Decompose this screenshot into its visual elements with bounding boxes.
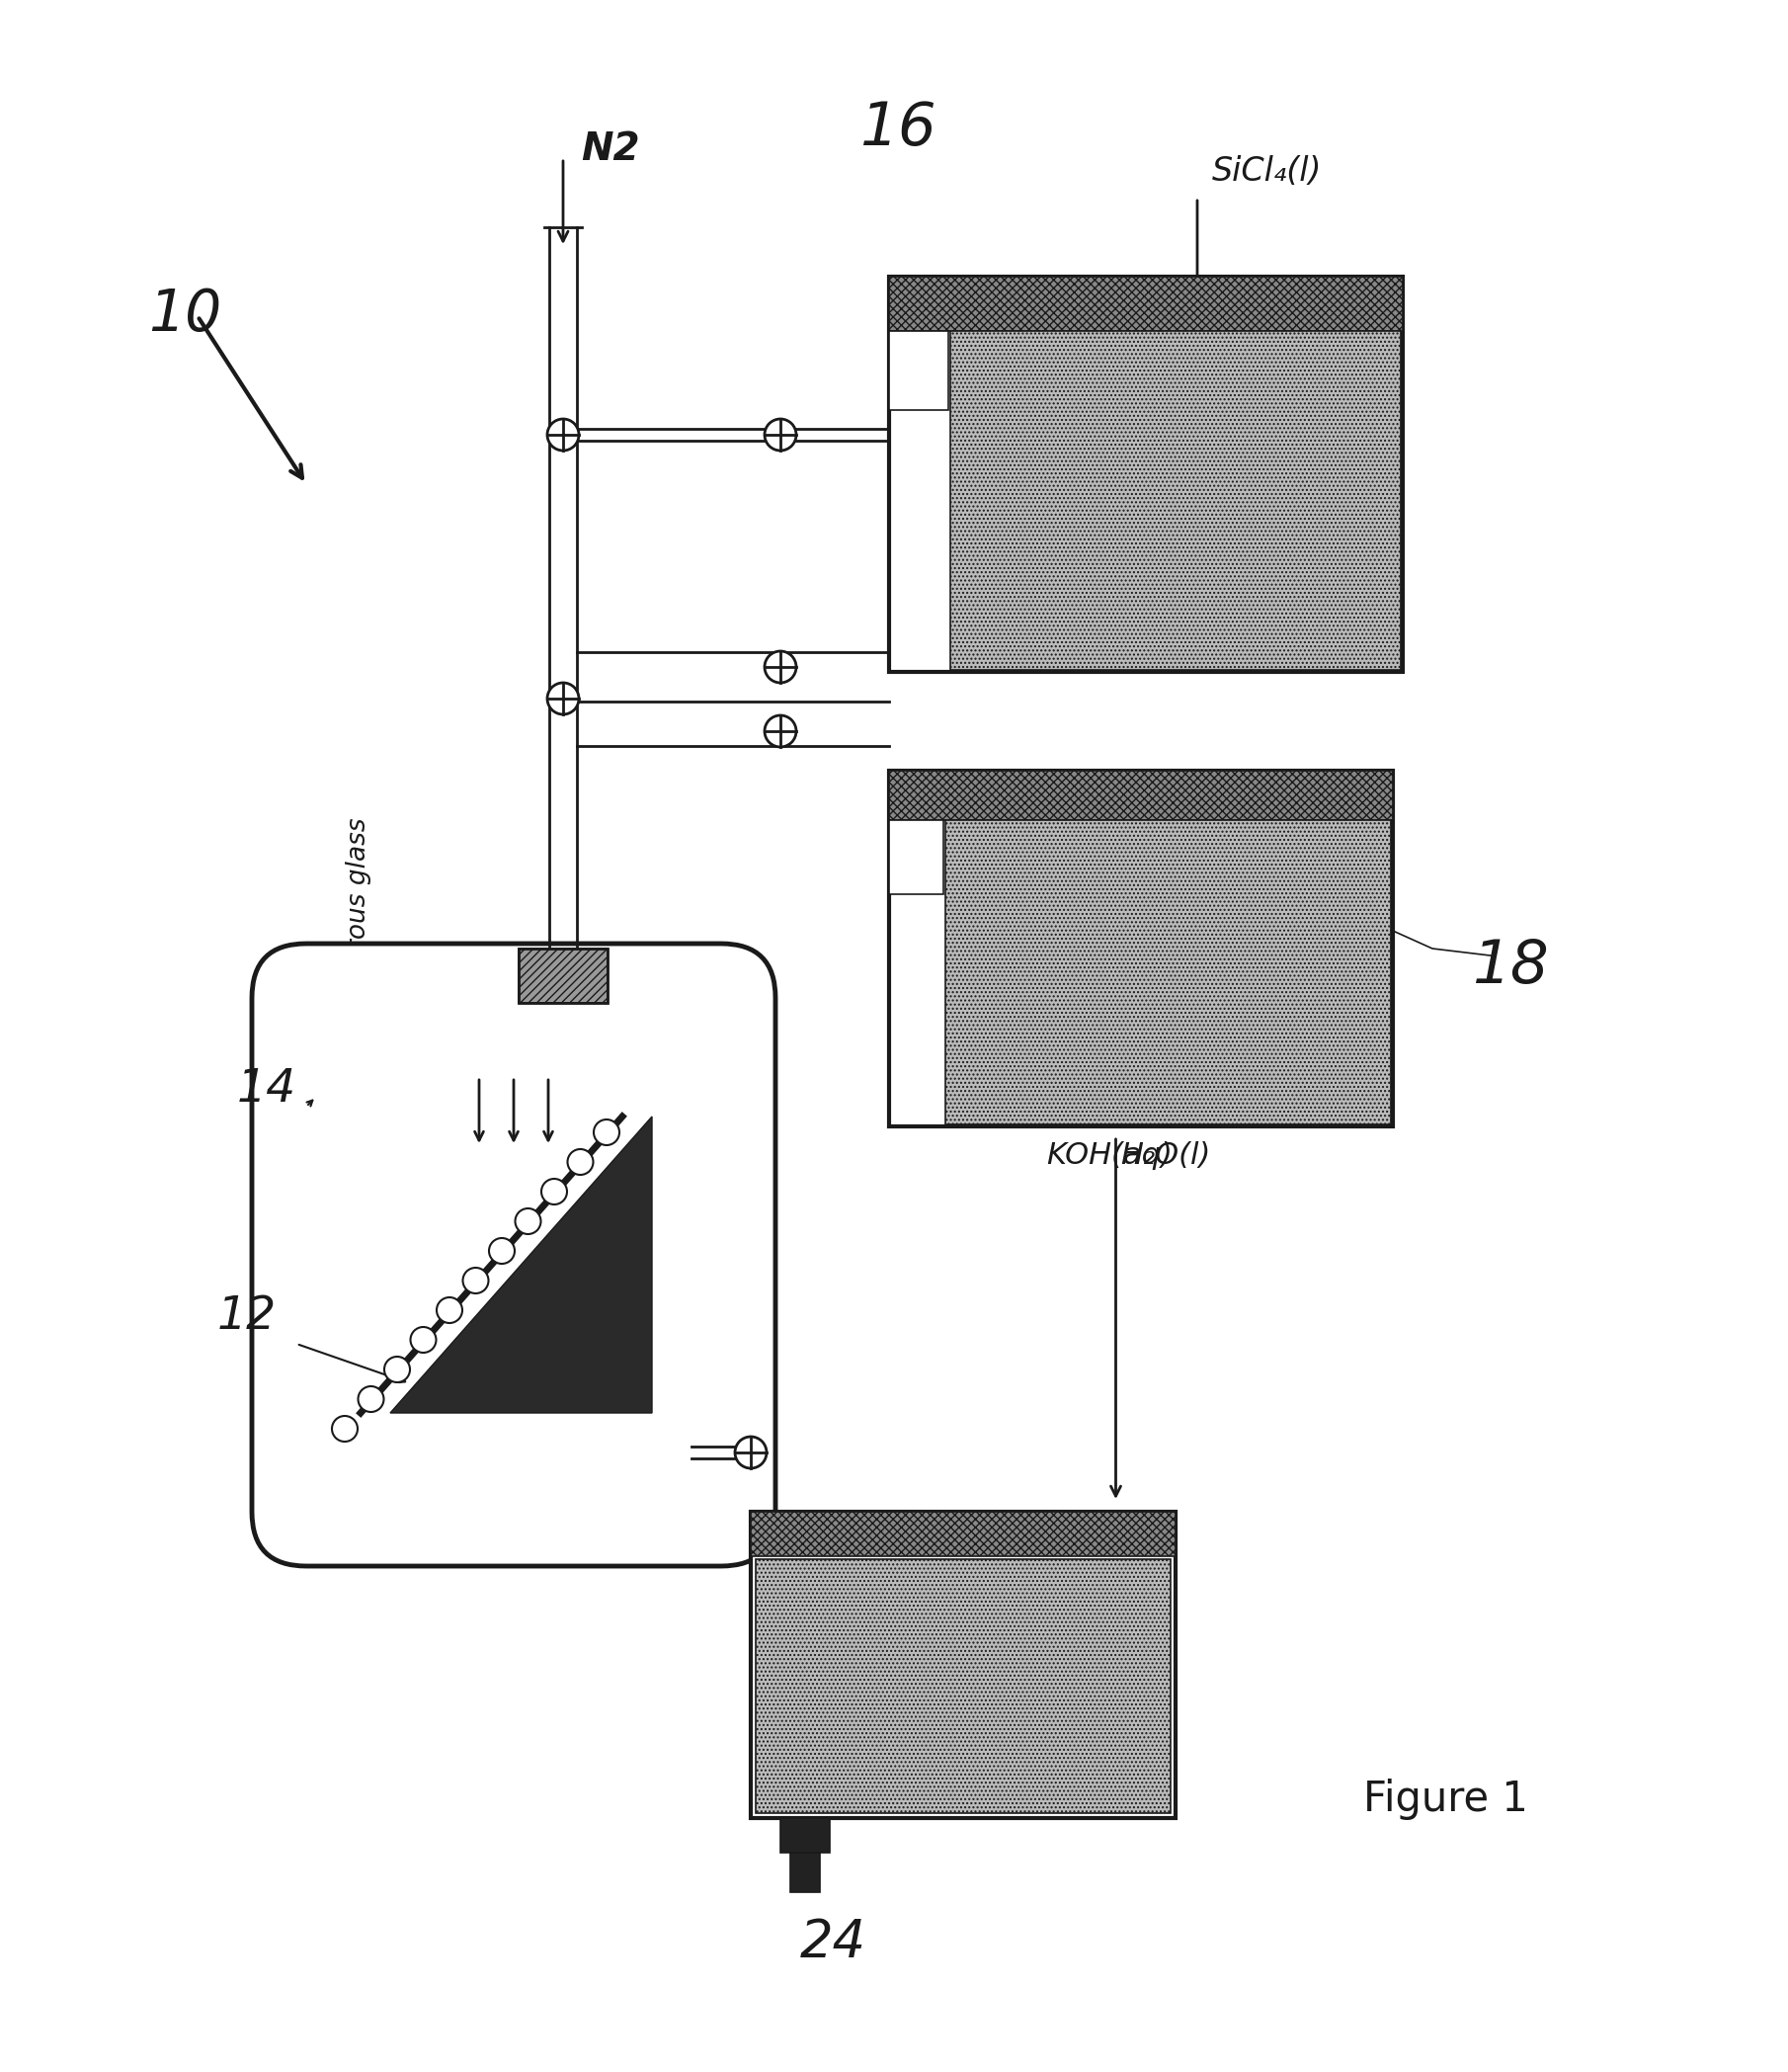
Text: 20: 20 bbox=[384, 1017, 445, 1063]
Circle shape bbox=[488, 1239, 515, 1264]
Bar bbox=[889, 278, 1404, 671]
Bar bbox=[889, 278, 1404, 332]
Bar bbox=[519, 949, 608, 1003]
Bar bbox=[780, 1817, 830, 1852]
Bar bbox=[519, 949, 608, 1003]
Circle shape bbox=[547, 419, 579, 450]
Circle shape bbox=[463, 1268, 488, 1293]
Bar bbox=[751, 1513, 1175, 1556]
Text: H₂O(l): H₂O(l) bbox=[1121, 1142, 1210, 1171]
Text: SiCl₄(l): SiCl₄(l) bbox=[1212, 155, 1323, 189]
Text: N2: N2 bbox=[581, 131, 640, 168]
Text: 14: 14 bbox=[238, 1067, 297, 1111]
Polygon shape bbox=[390, 1117, 653, 1413]
Bar bbox=[946, 821, 1391, 1125]
Circle shape bbox=[547, 684, 579, 715]
Circle shape bbox=[567, 1150, 594, 1175]
Circle shape bbox=[765, 419, 796, 450]
Bar bbox=[790, 1852, 821, 1892]
Text: Porous glass: Porous glass bbox=[345, 816, 372, 980]
Bar bbox=[889, 821, 944, 895]
Text: 10: 10 bbox=[148, 286, 222, 342]
Text: Figure 1: Figure 1 bbox=[1362, 1778, 1529, 1819]
Text: 18: 18 bbox=[1472, 937, 1548, 995]
Circle shape bbox=[436, 1297, 463, 1324]
Bar bbox=[889, 771, 1393, 821]
Bar bbox=[949, 332, 1400, 669]
Bar bbox=[889, 771, 1393, 1127]
Circle shape bbox=[333, 1415, 358, 1442]
Circle shape bbox=[358, 1386, 384, 1411]
Circle shape bbox=[594, 1119, 619, 1146]
Circle shape bbox=[384, 1357, 409, 1382]
Circle shape bbox=[542, 1179, 567, 1204]
Circle shape bbox=[735, 1436, 767, 1469]
Text: 12: 12 bbox=[218, 1295, 277, 1339]
Circle shape bbox=[515, 1208, 540, 1235]
Bar bbox=[889, 332, 948, 410]
Bar bbox=[751, 1513, 1175, 1817]
Circle shape bbox=[411, 1326, 436, 1353]
Text: 16: 16 bbox=[860, 99, 937, 157]
Circle shape bbox=[765, 651, 796, 684]
Text: 24: 24 bbox=[801, 1917, 867, 1968]
Text: KOH(aq): KOH(aq) bbox=[1046, 1142, 1173, 1171]
FancyBboxPatch shape bbox=[252, 943, 776, 1566]
Bar bbox=[756, 1560, 1171, 1813]
Circle shape bbox=[765, 715, 796, 748]
